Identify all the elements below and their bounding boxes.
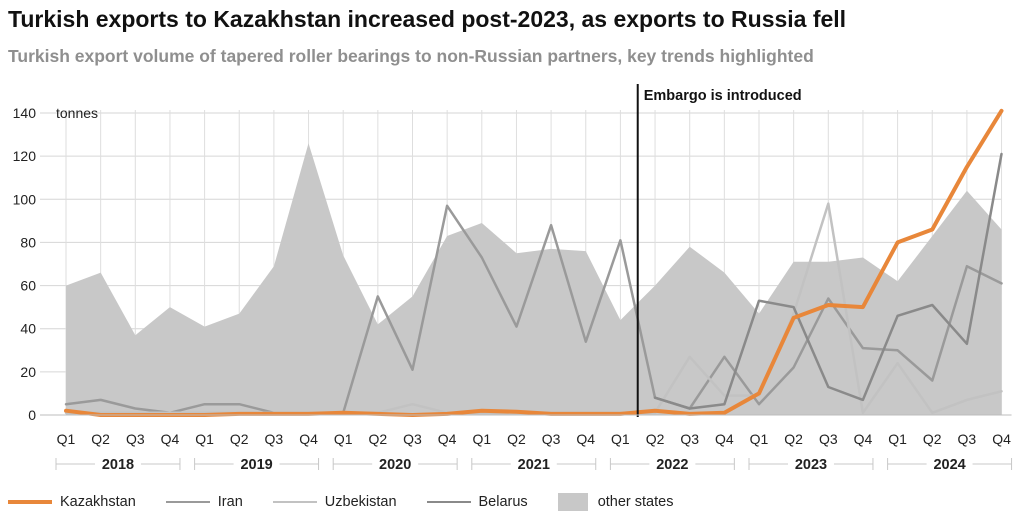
x-tick-label: Q2 bbox=[646, 431, 665, 447]
x-tick-label: Q1 bbox=[750, 431, 769, 447]
x-tick-label: Q2 bbox=[923, 431, 942, 447]
series-line-kazakhstan bbox=[64, 108, 1004, 417]
legend-label-other-states: other states bbox=[597, 494, 674, 510]
chart-subtitle: Turkish export volume of tapered roller … bbox=[8, 46, 814, 66]
legend-label-kazakhstan: Kazakhstan bbox=[60, 494, 136, 510]
series-line-iran bbox=[64, 204, 1003, 415]
legend-label-iran: Iran bbox=[217, 494, 243, 510]
y-tick-label: 120 bbox=[13, 148, 37, 164]
year-label: 2019 bbox=[240, 457, 272, 473]
y-tick-label: 0 bbox=[28, 407, 36, 423]
x-tick-label: Q4 bbox=[161, 431, 180, 447]
y-axis-unit-label: tonnes bbox=[56, 105, 98, 121]
legend-item-other-states: other states bbox=[557, 493, 674, 511]
year-label-bg bbox=[372, 456, 419, 472]
embargo-annotation-label: Embargo is introduced bbox=[644, 88, 802, 104]
legend-swatch-belarus bbox=[426, 501, 471, 503]
x-tick-label: Q1 bbox=[195, 431, 214, 447]
x-tick-label: Q3 bbox=[680, 431, 699, 447]
x-tick-label: Q1 bbox=[57, 431, 76, 447]
x-tick-label: Q1 bbox=[334, 431, 353, 447]
year-label: 2020 bbox=[379, 457, 411, 473]
y-tick-label: 100 bbox=[13, 191, 37, 207]
y-tick-label: 140 bbox=[13, 105, 37, 121]
year-label-bg bbox=[233, 456, 280, 472]
year-label-bg bbox=[94, 456, 141, 472]
year-label-bg bbox=[649, 456, 696, 472]
chart-title: Turkish exports to Kazakhstan increased … bbox=[8, 6, 847, 32]
legend-swatch-uzbekistan bbox=[272, 501, 317, 503]
chart-plot: Embargo is introduced 0 20 40 60 80 100 120 140… bbox=[13, 84, 1013, 473]
legend-swatch-kazakhstan bbox=[8, 500, 52, 504]
year-label: 2021 bbox=[518, 457, 550, 473]
year-label: 2022 bbox=[656, 457, 688, 473]
x-tick-label: Q2 bbox=[91, 431, 110, 447]
y-tick-label: 20 bbox=[20, 364, 36, 380]
year-label: 2024 bbox=[933, 457, 965, 473]
x-tick-label: Q3 bbox=[958, 431, 977, 447]
x-tick-label: Q3 bbox=[819, 431, 838, 447]
y-tick-label: 60 bbox=[20, 278, 36, 294]
x-tick-label: Q3 bbox=[265, 431, 284, 447]
legend-item-iran: Iran bbox=[165, 494, 243, 510]
x-tick-label: Q2 bbox=[507, 431, 526, 447]
x-tick-label: Q4 bbox=[299, 431, 318, 447]
x-tick-label: Q2 bbox=[369, 431, 388, 447]
legend-item-belarus: Belarus bbox=[426, 494, 528, 510]
legend-label-uzbekistan: Uzbekistan bbox=[324, 494, 397, 510]
x-tick-label: Q4 bbox=[992, 431, 1011, 447]
x-tick-label: Q3 bbox=[542, 431, 561, 447]
x-tick-label: Q2 bbox=[230, 431, 249, 447]
year-label-bg bbox=[787, 456, 834, 472]
year-label-bg bbox=[926, 456, 973, 472]
x-tick-label: Q1 bbox=[472, 431, 491, 447]
x-tick-label: Q4 bbox=[715, 431, 734, 447]
year-label-bg bbox=[510, 456, 557, 472]
legend-item-kazakhstan: Kazakhstan bbox=[8, 494, 136, 510]
x-tick-label: Q3 bbox=[403, 431, 422, 447]
x-tick-label: Q3 bbox=[126, 431, 145, 447]
x-tick-label: Q4 bbox=[576, 431, 595, 447]
legend-swatch-other-states bbox=[557, 493, 588, 511]
year-label: 2023 bbox=[795, 457, 827, 473]
x-tick-label: Q2 bbox=[784, 431, 803, 447]
legend-swatch-iran bbox=[165, 501, 210, 503]
legend-item-uzbekistan: Uzbekistan bbox=[272, 494, 397, 510]
y-tick-label: 40 bbox=[20, 321, 36, 337]
legend: Kazakhstan Iran Uzbekistan Belarus other sta… bbox=[8, 491, 703, 513]
x-tick-label: Q1 bbox=[611, 431, 630, 447]
x-tick-label: Q4 bbox=[438, 431, 457, 447]
y-tick-label: 80 bbox=[20, 234, 36, 250]
x-tick-label: Q4 bbox=[854, 431, 873, 447]
series-line-belarus bbox=[653, 152, 1003, 410]
year-label: 2018 bbox=[102, 457, 134, 473]
x-tick-label: Q1 bbox=[888, 431, 907, 447]
legend-label-belarus: Belarus bbox=[478, 494, 528, 510]
